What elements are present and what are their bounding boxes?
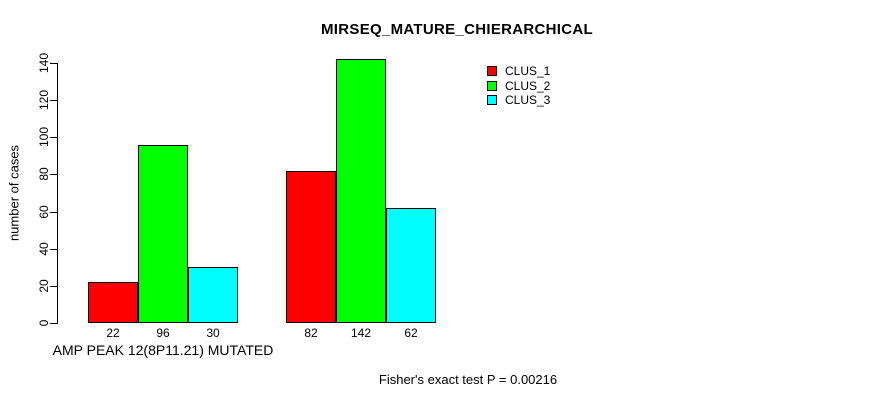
y-tick-label-0: 0 [37,319,51,327]
y-tick-label-40: 40 [37,242,51,256]
bar-clus_2-group2 [336,59,386,323]
y-tick-mark-40 [50,249,57,250]
y-tick-mark-80 [50,174,57,175]
legend-row-clus_2: CLUS_2 [487,79,550,93]
bar-value-clus_2-group2: 142 [350,326,372,340]
x-axis-label: AMP PEAK 12(8P11.21) MUTATED [52,342,274,358]
legend-swatch-clus_1 [487,66,497,76]
y-tick-label-140: 140 [37,52,51,74]
legend: CLUS_1 CLUS_2 CLUS_3 [487,64,550,108]
bar-value-clus_1-group1: 22 [106,326,120,340]
bar-value-clus_2-group1: 96 [156,326,170,340]
fisher-test-annotation: Fisher's exact test P = 0.00216 [378,372,558,387]
bar-clus_3-group2 [386,207,436,323]
y-tick-mark-120 [50,100,57,101]
y-axis-title: number of cases [6,144,22,242]
chart-title: MIRSEQ_MATURE_CHIERARCHICAL [321,21,593,38]
y-tick-mark-140 [50,63,57,64]
bar-value-clus_1-group2: 82 [304,326,318,340]
bar-value-clus_3-group1: 30 [206,326,220,340]
y-tick-label-20: 20 [37,279,51,293]
bar-clus_1-group1 [88,282,138,323]
bar-clus_3-group1 [188,267,238,323]
y-tick-label-80: 80 [37,167,51,181]
bar-value-clus_3-group2: 62 [404,326,418,340]
legend-label-clus_2: CLUS_2 [505,78,551,93]
y-tick-mark-100 [50,137,57,138]
y-tick-label-120: 120 [37,89,51,111]
y-tick-label-60: 60 [37,205,51,219]
bar-clus_2-group1 [138,144,188,323]
legend-swatch-clus_2 [487,80,497,91]
legend-label-clus_3: CLUS_3 [505,93,551,107]
legend-row-clus_1: CLUS_1 [487,64,550,78]
y-tick-mark-20 [50,286,57,287]
bar-clus_1-group2 [286,170,336,323]
legend-row-clus_3: CLUS_3 [487,93,550,107]
y-tick-mark-60 [50,212,57,213]
y-tick-label-100: 100 [37,126,51,148]
y-axis-line [57,63,58,324]
y-tick-mark-0 [50,323,57,324]
legend-label-clus_1: CLUS_1 [505,64,551,78]
legend-swatch-clus_3 [487,95,497,105]
